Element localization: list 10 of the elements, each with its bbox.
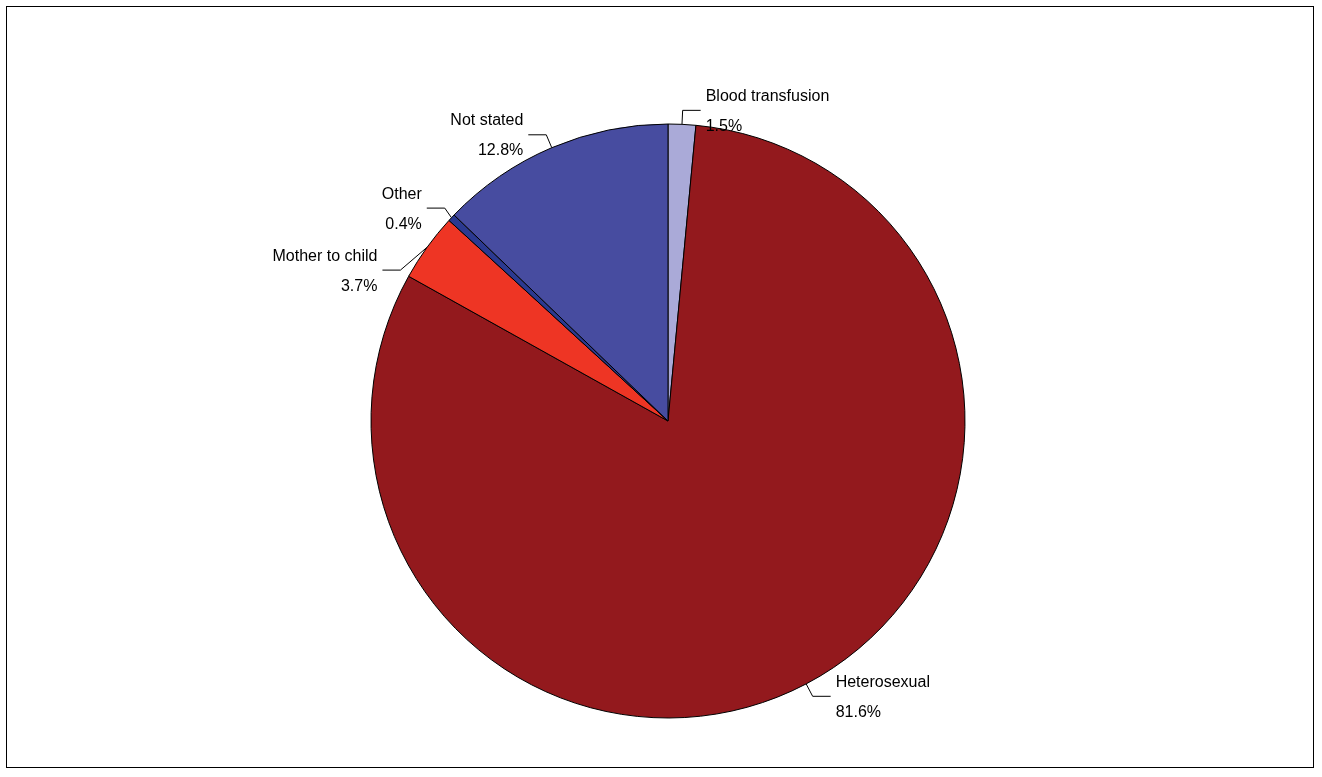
slice-label: Not stated xyxy=(450,111,524,129)
data-label: 12.8% xyxy=(477,141,524,159)
slice-label: Other xyxy=(381,184,423,202)
data-label: 0.4% xyxy=(385,214,422,232)
data-label: 81.6% xyxy=(835,702,882,720)
slice-label: Heterosexual xyxy=(835,672,930,690)
data-label: 1.5% xyxy=(705,116,743,134)
data-label: 3.7% xyxy=(340,276,378,294)
slice-label: Mother to child xyxy=(272,246,378,264)
slice-label: Blood transfusion xyxy=(705,86,830,104)
